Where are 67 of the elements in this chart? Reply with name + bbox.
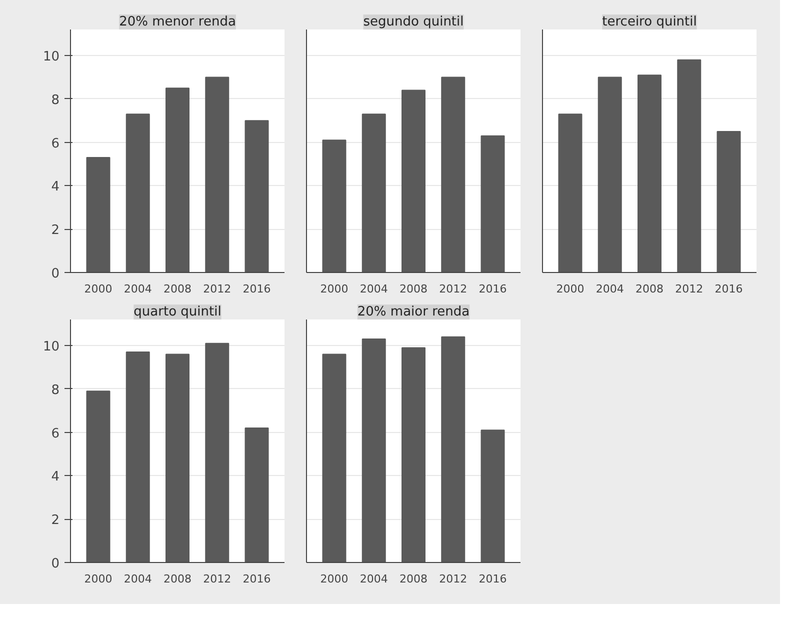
- x-tick-label: 2000: [84, 282, 112, 296]
- y-tick-label: 4: [51, 180, 60, 195]
- x-tick-label: 2008: [400, 572, 428, 586]
- x-tick-label: 2004: [360, 282, 388, 296]
- bar: [126, 114, 150, 272]
- bar: [205, 342, 230, 562]
- bar: [638, 74, 662, 272]
- x-tick-label: 2016: [242, 282, 271, 296]
- x-tick-label: 2012: [675, 282, 704, 296]
- bar: [716, 130, 741, 272]
- x-tick-label: 2016: [242, 572, 271, 586]
- x-tick-label: 2000: [556, 282, 584, 296]
- bar: [402, 90, 426, 272]
- bar: [402, 347, 426, 562]
- y-tick-label: 6: [51, 426, 60, 442]
- x-tick-label: 2016: [714, 282, 743, 296]
- x-tick-label: 2008: [400, 282, 428, 296]
- y-tick-label: 0: [51, 556, 60, 572]
- x-tick-label: 2016: [478, 282, 507, 296]
- bar: [244, 120, 269, 272]
- x-tick-label: 2000: [320, 282, 348, 296]
- bar: [322, 140, 346, 272]
- bar: [166, 354, 190, 562]
- bar: [362, 114, 386, 272]
- chart-title: 20% maior renda: [357, 304, 470, 320]
- bar: [480, 430, 505, 562]
- chart-title: 20% menor renda: [119, 14, 236, 30]
- bar: [362, 338, 386, 562]
- x-tick-label: 2012: [439, 572, 468, 586]
- x-tick-label: 2000: [320, 572, 348, 586]
- y-tick-label: 4: [51, 470, 60, 485]
- y-tick-label: 10: [42, 50, 60, 65]
- chart-title: segundo quintil: [363, 14, 464, 30]
- bar: [677, 59, 702, 272]
- bar: [598, 76, 622, 272]
- x-tick-label: 2008: [164, 282, 192, 296]
- bar: [86, 157, 110, 272]
- x-tick-label: 2004: [596, 282, 624, 296]
- x-tick-label: 2004: [124, 572, 152, 586]
- y-tick-label: 6: [51, 136, 60, 152]
- chart-title: terceiro quintil: [602, 14, 697, 30]
- bar: [126, 352, 150, 562]
- bar: [441, 336, 466, 562]
- bar: [86, 390, 110, 562]
- bar: [441, 76, 466, 272]
- x-tick-label: 2004: [360, 572, 388, 586]
- chart-title: quarto quintil: [134, 304, 222, 320]
- y-tick-label: 8: [51, 92, 60, 108]
- y-tick-label: 10: [42, 340, 60, 355]
- x-tick-label: 2012: [203, 282, 232, 296]
- x-tick-label: 2016: [478, 572, 507, 586]
- x-tick-label: 2012: [203, 572, 232, 586]
- y-tick-label: 2: [51, 513, 60, 528]
- bar: [480, 135, 505, 272]
- y-tick-label: 0: [51, 266, 60, 282]
- x-tick-label: 2008: [164, 572, 192, 586]
- y-tick-label: 8: [51, 382, 60, 398]
- bar: [205, 76, 230, 272]
- bar: [244, 427, 269, 562]
- y-tick-label: 2: [51, 223, 60, 238]
- bar: [166, 88, 190, 272]
- bar: [322, 354, 346, 562]
- bar: [558, 114, 582, 272]
- x-tick-label: 2000: [84, 572, 112, 586]
- x-tick-label: 2012: [439, 282, 468, 296]
- x-tick-label: 2008: [636, 282, 664, 296]
- x-tick-label: 2004: [124, 282, 152, 296]
